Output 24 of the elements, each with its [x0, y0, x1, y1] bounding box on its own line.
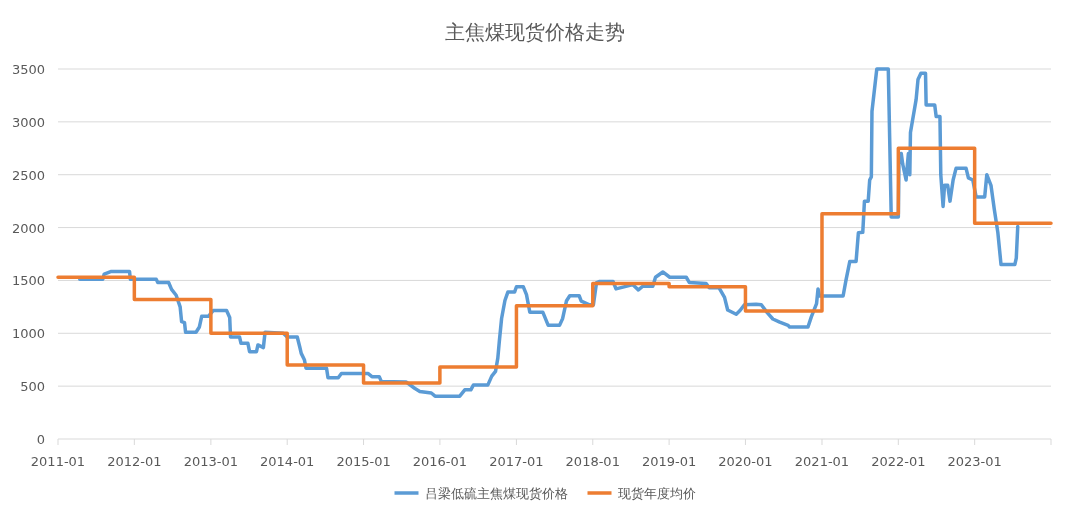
x-tick-label: 2015-01 [336, 454, 391, 469]
y-tick-label: 2500 [11, 167, 45, 183]
x-tick-label: 2016-01 [412, 454, 468, 469]
x-tick-label: 2013-01 [183, 454, 239, 469]
y-tick-label: 1500 [11, 273, 45, 289]
legend-label: 吕梁低硫主焦煤现货价格 [424, 486, 568, 501]
y-tick-label: 3000 [11, 114, 45, 130]
y-tick-label: 0 [36, 432, 45, 447]
y-tick-label: 500 [20, 379, 45, 395]
x-tick-label: 2017-01 [489, 454, 544, 469]
chart-title: 主焦煤现货价格走势 [445, 20, 625, 44]
x-tick-label: 2022-01 [871, 454, 926, 469]
x-tick-label: 2018-01 [565, 454, 620, 469]
x-tick-label: 2020-01 [718, 454, 773, 469]
x-tick-label: 2023-01 [947, 454, 1002, 469]
x-tick-label: 2014-01 [260, 454, 315, 469]
legend-label: 现货年度均价 [617, 486, 696, 501]
x-tick-label: 2011-01 [30, 454, 86, 469]
y-tick-label: 1000 [11, 326, 45, 342]
y-tick-label: 3500 [11, 62, 45, 77]
y-tick-label: 2000 [11, 220, 45, 236]
x-tick-label: 2012-01 [107, 454, 162, 469]
x-tick-label: 2019-01 [641, 454, 697, 469]
x-tick-label: 2021-01 [794, 454, 850, 469]
